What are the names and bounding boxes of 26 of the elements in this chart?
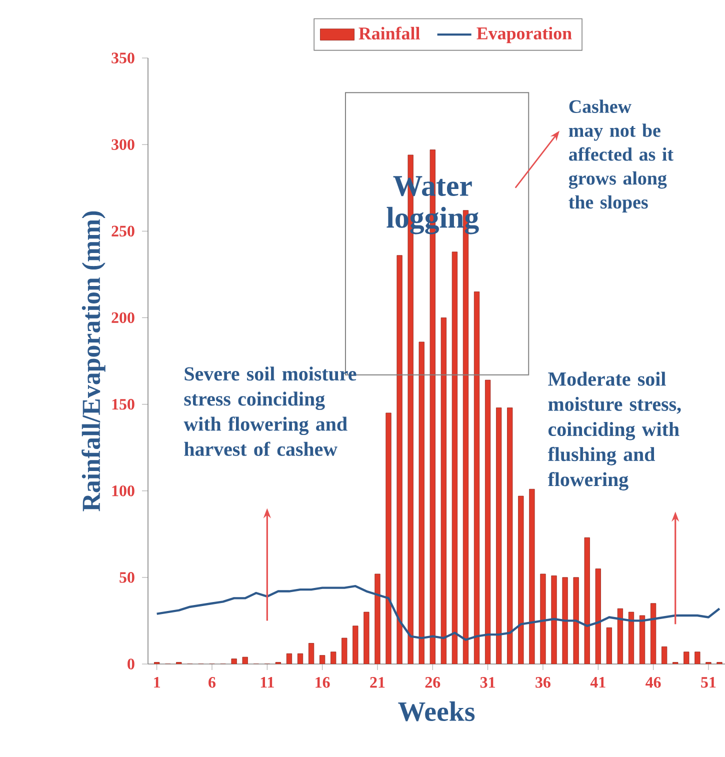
x-tick-label: 1 [154, 677, 160, 688]
x-tick-label: 51 [701, 677, 716, 688]
x-tick-label: 26 [425, 677, 440, 688]
y-tick-label: 250 [112, 226, 134, 237]
legend-label: Evaporation [476, 26, 572, 44]
x-tick-label: 46 [646, 677, 661, 688]
annotation: Cashew may not be affected as it grows along the slopes [568, 100, 674, 212]
x-tick-label: 36 [536, 677, 550, 688]
x-tick-label: 6 [208, 677, 216, 688]
y-axis-title: Rainfall/Evaporation (mm) [82, 211, 106, 512]
x-tick-label: 21 [370, 677, 385, 688]
x-tick-label: 11 [260, 677, 274, 688]
y-tick-label: 200 [112, 312, 134, 324]
annotation: Moderate soil moisture stress, coinciding with flushing and flowering [548, 372, 681, 490]
legend-label: Rainfall [358, 26, 420, 40]
x-tick-label: 41 [590, 677, 606, 688]
y-tick-label: 150 [112, 398, 134, 410]
y-tick-label: 0 [128, 658, 134, 670]
annotation: Severe soil moisture stress coinciding with flowering and harvest of cashew [184, 366, 356, 456]
y-tick-label: 50 [120, 572, 134, 583]
x-axis-title: Weeks [398, 701, 475, 722]
x-tick-label: 16 [316, 677, 330, 688]
x-tick-label: 31 [480, 677, 495, 688]
y-tick-label: 100 [112, 485, 134, 496]
y-tick-label: 300 [112, 139, 134, 150]
y-tick-label: 350 [112, 52, 134, 64]
